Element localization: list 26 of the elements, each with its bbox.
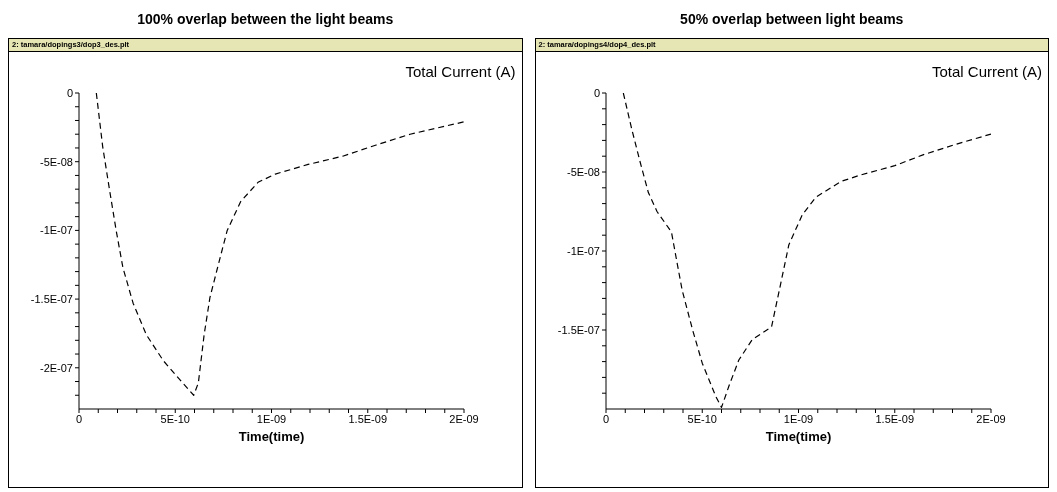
x-tick-label: 5E-10: [687, 412, 717, 425]
y-axis-title: Total Current (A): [405, 63, 516, 80]
y-tick-label: -1E-07: [566, 244, 600, 257]
y-tick-label: -5E-08: [39, 155, 73, 168]
x-tick-label: 1.5E-09: [874, 412, 914, 425]
y-tick-label: -1.5E-07: [30, 292, 73, 305]
chart-title: 100% overlap between the light beams: [136, 10, 395, 29]
x-tick-label: 2E-09: [449, 412, 479, 425]
y-tick-label: -1E-07: [39, 224, 73, 237]
x-tick-label: 5E-10: [160, 412, 190, 425]
y-axis-title: Total Current (A): [931, 63, 1042, 80]
line-series: [95, 93, 464, 396]
x-axis-title: Time(time): [765, 429, 831, 444]
x-tick-label: 0: [602, 412, 609, 425]
y-tick-label: -5E-08: [566, 165, 600, 178]
chart-title: 50% overlap between light beams: [679, 10, 905, 29]
x-tick-label: 1E-09: [783, 412, 813, 425]
x-tick-label: 1.5E-09: [348, 412, 388, 425]
x-tick-label: 0: [75, 412, 83, 425]
x-tick-label: 2E-09: [975, 412, 1006, 425]
y-tick-label: -1.5E-07: [557, 323, 600, 336]
y-tick-label: 0: [593, 86, 600, 99]
x-axis-title: Time(time): [238, 429, 305, 444]
y-tick-label: -2E-07: [39, 361, 73, 374]
y-tick-label: 0: [66, 86, 73, 99]
x-tick-label: 1E-09: [256, 412, 287, 425]
